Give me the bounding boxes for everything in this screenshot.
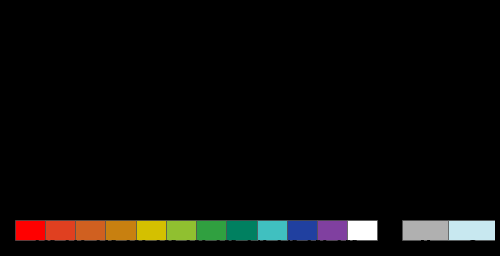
Text: 0.20: 0.20	[124, 240, 147, 250]
Text: 0.05: 0.05	[34, 240, 56, 250]
Bar	[45, 220, 75, 240]
Text: 0.30: 0.30	[184, 240, 208, 250]
Bar	[347, 220, 378, 240]
Text: 0.10: 0.10	[64, 240, 86, 250]
Bar	[196, 220, 226, 240]
Bar	[448, 220, 495, 240]
Bar	[226, 220, 256, 240]
Bar	[75, 220, 106, 240]
Text: 0.50: 0.50	[306, 240, 328, 250]
Text: 0.15: 0.15	[94, 240, 117, 250]
Text: M: M	[420, 240, 430, 250]
Text: C: C	[468, 240, 476, 250]
Bar	[106, 220, 136, 240]
Bar	[402, 220, 448, 240]
Bar	[317, 220, 347, 240]
Text: 0.25: 0.25	[154, 240, 178, 250]
Bar	[136, 220, 166, 240]
Bar	[15, 220, 45, 240]
Bar	[256, 220, 286, 240]
Bar	[287, 220, 317, 240]
Text: 0.45: 0.45	[275, 240, 298, 250]
Text: 0.55: 0.55	[336, 240, 358, 250]
Text: 0.40: 0.40	[245, 240, 268, 250]
Bar	[166, 220, 196, 240]
Text: 0.35: 0.35	[215, 240, 238, 250]
